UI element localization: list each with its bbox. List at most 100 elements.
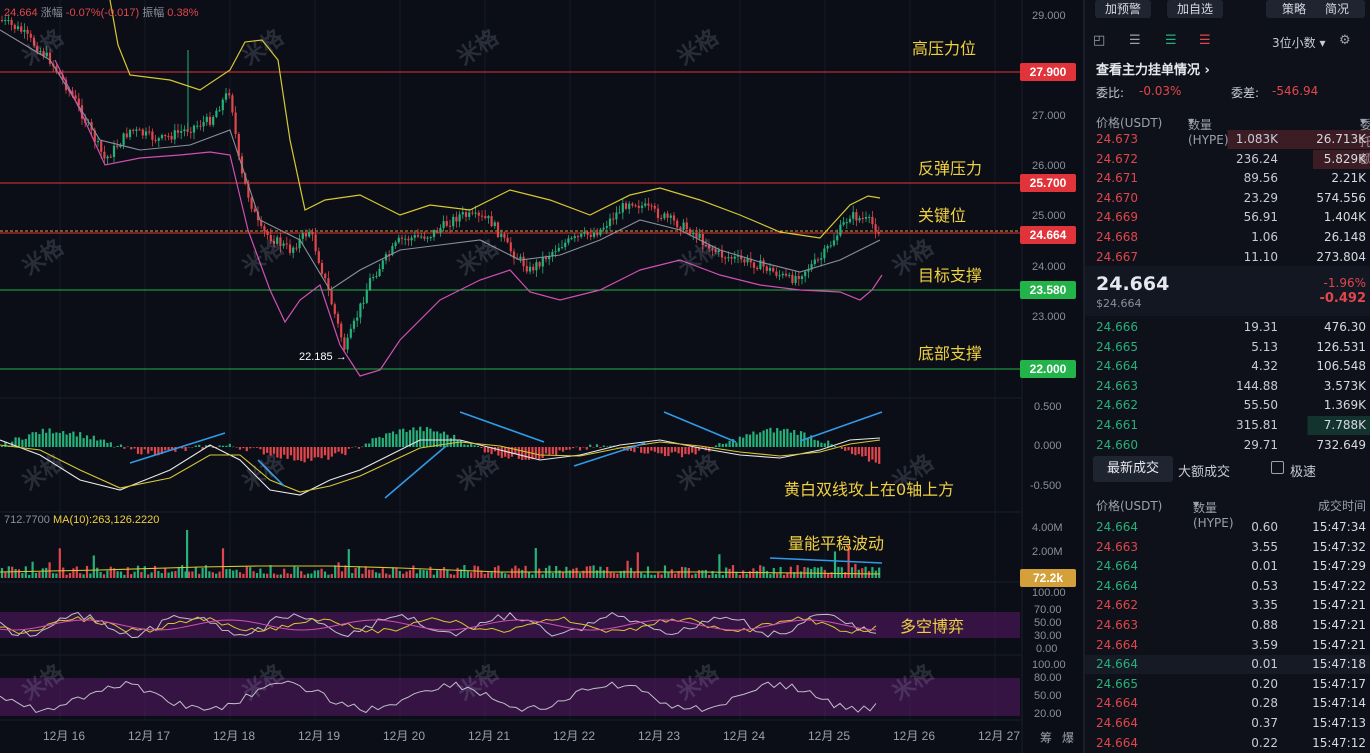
bid-row[interactable]: 24.666 19.31 476.30 xyxy=(1085,318,1370,337)
liquidation-toggle[interactable]: 爆 xyxy=(1062,731,1075,745)
volume-bar xyxy=(408,570,412,578)
rsi-tick: 50.00 xyxy=(1034,690,1062,702)
volume-bar xyxy=(72,568,75,578)
row-extra: 15:47:12 xyxy=(1312,735,1366,750)
book-mode-icon[interactable]: ◰ xyxy=(1093,33,1106,48)
candle-body xyxy=(736,255,740,257)
asks-only-icon[interactable]: ☰ xyxy=(1199,33,1211,48)
volume-bar xyxy=(391,567,395,578)
macd-bar xyxy=(432,431,435,447)
candle-body xyxy=(288,244,292,253)
candle-body xyxy=(564,242,567,248)
ask-row[interactable]: 24.669 56.91 1.404K xyxy=(1085,208,1370,227)
volume-bar xyxy=(65,574,68,578)
add-favorite-button[interactable]: 加自选 xyxy=(1167,0,1223,18)
macd-bar xyxy=(68,433,72,447)
trade-row[interactable]: 24.663 0.88 15:47:21 xyxy=(1085,616,1370,635)
trade-row[interactable]: 24.664 0.28 15:47:14 xyxy=(1085,694,1370,713)
decimals-select[interactable]: 3位小数 ▾ xyxy=(1272,36,1326,50)
macd-bar xyxy=(228,443,231,447)
candle-body xyxy=(151,131,154,140)
volume-bar xyxy=(711,571,714,578)
overview-button[interactable]: 简况 xyxy=(1309,0,1365,18)
quantity-header[interactable]: 数量 (HYPE) ▾ xyxy=(1188,114,1229,147)
add-alert-button[interactable]: 加预警 xyxy=(1095,0,1151,18)
volume-bar xyxy=(255,573,259,578)
strategy-button[interactable]: 策略 xyxy=(1266,0,1322,18)
trade-row[interactable]: 24.664 0.01 15:47:18 xyxy=(1085,655,1370,675)
macd-bar xyxy=(45,432,48,447)
macd-bar xyxy=(102,439,106,447)
panel-divider[interactable] xyxy=(1083,0,1085,753)
price-tick: 26.000 xyxy=(1032,160,1066,172)
volume-bar xyxy=(323,571,327,578)
bid-row[interactable]: 24.661 315.81 7.788K xyxy=(1085,416,1370,435)
tab-latest-trades[interactable]: 最新成交 xyxy=(1093,456,1173,482)
trade-row[interactable]: 24.664 0.22 15:47:12 xyxy=(1085,734,1370,753)
row-qty: 0.53 xyxy=(1251,578,1278,593)
volume-bar xyxy=(164,568,167,578)
trade-row[interactable]: 24.665 0.20 15:47:17 xyxy=(1085,675,1370,694)
volume-bar xyxy=(436,570,439,578)
bid-row[interactable]: 24.665 5.13 126.531 xyxy=(1085,338,1370,357)
chip-toggle[interactable]: 筹 xyxy=(1040,731,1053,745)
candle-body xyxy=(458,214,461,222)
bid-row[interactable]: 24.662 55.50 1.369K xyxy=(1085,396,1370,415)
list-icon[interactable]: ☰ xyxy=(1129,33,1141,48)
candle-body xyxy=(61,74,64,80)
tab-large-trades[interactable]: 大额成交 xyxy=(1178,465,1231,480)
macd-bar xyxy=(619,447,622,448)
macd-bar xyxy=(368,443,371,447)
candle-body xyxy=(509,242,512,252)
volume-bar xyxy=(232,570,235,578)
row-qty: 0.60 xyxy=(1251,520,1278,534)
bid-row[interactable]: 24.660 29.71 732.649 xyxy=(1085,436,1370,455)
candle-body xyxy=(650,205,653,207)
settings-icon[interactable]: ⚙ xyxy=(1339,33,1351,48)
volume-bar xyxy=(357,566,361,578)
volume-bar xyxy=(75,566,78,578)
candle-body xyxy=(436,230,439,233)
ask-row[interactable]: 24.671 89.56 2.21K xyxy=(1085,169,1370,188)
volume-bar xyxy=(572,568,575,578)
trade-row[interactable]: 24.664 0.01 15:47:29 xyxy=(1085,557,1370,576)
macd-bar xyxy=(742,437,745,447)
main-orders-link[interactable]: 查看主力挂单情况 › xyxy=(1096,63,1210,78)
trade-qty-header[interactable]: 数量(HYPE) ▾ xyxy=(1193,497,1234,530)
ask-row[interactable]: 24.673 1.083K 26.713K xyxy=(1085,130,1370,149)
trade-row[interactable]: 24.664 3.59 15:47:21 xyxy=(1085,636,1370,655)
macd-bar xyxy=(255,447,259,448)
trade-row[interactable]: 24.664 0.60 15:47:34 xyxy=(1085,518,1370,537)
macd-bar xyxy=(286,447,289,459)
macd-bar xyxy=(157,447,160,456)
volume-bar xyxy=(351,573,354,578)
candle-body xyxy=(778,275,781,277)
trend-arrow-line xyxy=(799,411,883,442)
volume-bar xyxy=(820,566,823,578)
amount-header[interactable]: 委托额 ▾ xyxy=(1359,114,1370,166)
bid-row[interactable]: 24.664 4.32 106.548 xyxy=(1085,357,1370,376)
candle-body xyxy=(212,116,215,125)
candle-body xyxy=(410,237,413,241)
trade-row[interactable]: 24.663 3.55 15:47:32 xyxy=(1085,538,1370,557)
ask-row[interactable]: 24.672 236.24 5.829K xyxy=(1085,149,1370,169)
trade-row[interactable]: 24.662 3.35 15:47:21 xyxy=(1085,596,1370,615)
macd-bar xyxy=(561,447,565,452)
ask-row[interactable]: 24.670 23.29 574.556 xyxy=(1085,189,1370,208)
candle-body xyxy=(279,237,282,246)
volume-bar xyxy=(453,574,456,578)
macd-bar xyxy=(419,426,422,447)
volume-bar xyxy=(691,574,694,578)
candle-body xyxy=(663,213,666,219)
candlestick-chart[interactable] xyxy=(0,0,1083,753)
ask-row[interactable]: 24.667 11.10 273.804 xyxy=(1085,248,1370,267)
fast-mode-checkbox[interactable] xyxy=(1271,461,1284,474)
ask-row[interactable]: 24.668 1.06 26.148 xyxy=(1085,228,1370,247)
trade-row[interactable]: 24.664 0.37 15:47:13 xyxy=(1085,714,1370,733)
bids-only-icon[interactable]: ☰ xyxy=(1165,33,1177,48)
bid-row[interactable]: 24.663 144.88 3.573K xyxy=(1085,377,1370,396)
trade-row[interactable]: 24.664 0.53 15:47:22 xyxy=(1085,577,1370,596)
macd-bar xyxy=(823,443,826,447)
macd-bar xyxy=(538,447,541,460)
chart-area[interactable]: 24.664 涨幅 -0.07%(-0.017) 振幅 0.38% 高压力位 反… xyxy=(0,0,1083,753)
